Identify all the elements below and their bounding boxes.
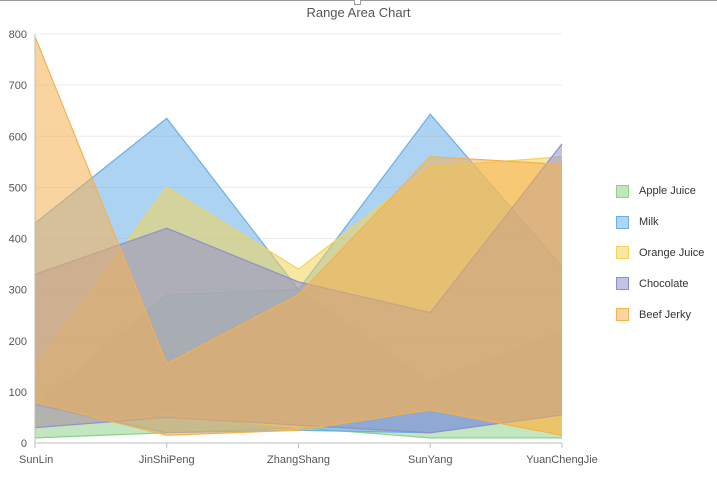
y-axis-ticks: 0 100 200 300 400 500 600 700 800 [9, 29, 27, 450]
y-tick-label-100: 100 [9, 387, 27, 399]
x-tick-label: JinShiPeng [139, 454, 195, 466]
legend-label: Orange Juice [639, 246, 705, 259]
y-tick-label-800: 800 [9, 29, 27, 41]
axes [34, 34, 563, 448]
y-tick-label-300: 300 [9, 285, 27, 297]
y-tick-label-500: 500 [9, 182, 27, 194]
legend-label: Chocolate [639, 277, 689, 290]
y-tick-label-400: 400 [9, 234, 27, 246]
y-tick-label-700: 700 [9, 80, 27, 92]
legend-swatch [616, 277, 629, 291]
legend: Apple Juice Milk Orange Juice Chocolate Beef… [616, 176, 704, 330]
legend-swatch [616, 308, 629, 322]
legend-label: Milk [639, 216, 659, 229]
area-beef-jerky [35, 36, 562, 436]
y-tick-label-600: 600 [9, 131, 27, 143]
legend-swatch [616, 184, 629, 198]
legend-label: Beef Jerky [639, 308, 691, 321]
legend-item-beef-jerky[interactable]: Beef Jerky [616, 299, 704, 330]
legend-item-milk[interactable]: Milk [616, 207, 704, 238]
legend-swatch [616, 215, 629, 229]
low-line-beef-jerky [34, 401, 563, 436]
x-tick-label: YuanChengJie [526, 454, 598, 466]
x-tick-label: SunYang [408, 454, 452, 466]
high-line-beef-jerky [34, 36, 563, 365]
legend-label: Apple Juice [639, 185, 696, 198]
x-axis-ticks: SunLin JinShiPeng ZhangShang SunYang YuanChe… [19, 454, 598, 466]
series-areas [34, 36, 563, 439]
resize-handle[interactable] [354, 0, 361, 5]
x-tick-label: ZhangShang [267, 454, 330, 466]
legend-swatch [616, 246, 629, 260]
legend-item-orange-juice[interactable]: Orange Juice [616, 238, 704, 269]
chart-title: Range Area Chart [306, 5, 411, 20]
legend-item-chocolate[interactable]: Chocolate [616, 268, 704, 299]
y-tick-label-0: 0 [21, 438, 27, 450]
y-tick-label-200: 200 [9, 336, 27, 348]
legend-item-apple-juice[interactable]: Apple Juice [616, 176, 704, 207]
x-tick-label: SunLin [19, 454, 53, 466]
